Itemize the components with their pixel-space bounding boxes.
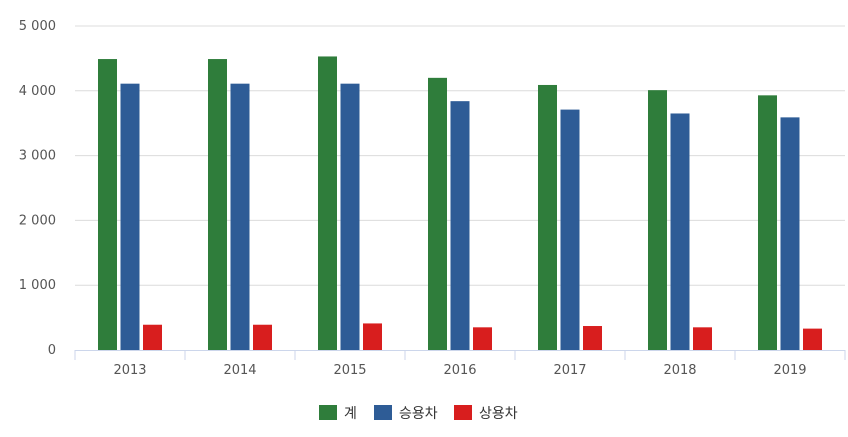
bar-1-2015[interactable] — [318, 56, 337, 351]
bar-1-2019[interactable] — [758, 95, 777, 350]
bar-2-2014[interactable] — [230, 83, 250, 350]
legend-label: 승용차 — [399, 406, 438, 422]
x-axis: 2013 2014 2015 2016 2017 2018 2019 — [74, 350, 846, 378]
y-tick-label: 2 000 — [19, 213, 56, 228]
bar-3-2019[interactable] — [803, 328, 822, 350]
bars-layer — [98, 56, 822, 351]
bar-2-2019[interactable] — [780, 117, 800, 350]
x-tick-label: 2017 — [553, 363, 586, 378]
bar-1-2016[interactable] — [428, 77, 447, 350]
legend-label: 계 — [344, 406, 357, 422]
bar-2-2016[interactable] — [450, 101, 470, 350]
y-tick-label: 0 — [48, 343, 56, 358]
x-tick-label: 2016 — [443, 363, 476, 378]
x-tick-label: 2018 — [663, 363, 696, 378]
bar-3-2017[interactable] — [583, 326, 602, 350]
legend-swatch — [454, 405, 472, 420]
bar-1-2017[interactable] — [538, 84, 557, 350]
bar-1-2013[interactable] — [98, 59, 117, 350]
y-tick-label: 3 000 — [19, 149, 56, 164]
bar-2-2018[interactable] — [670, 113, 690, 350]
y-tick-label: 5 000 — [19, 19, 56, 34]
y-axis: 0 1 000 2 000 3 000 4 000 5 000 — [19, 19, 56, 358]
y-tick-label: 1 000 — [19, 278, 56, 293]
x-tick-label: 2019 — [773, 363, 806, 378]
legend-item-1[interactable]: 계 — [319, 405, 357, 422]
legend-swatch — [374, 405, 392, 420]
bar-3-2015[interactable] — [363, 323, 382, 350]
bar-3-2013[interactable] — [143, 324, 162, 350]
bar-2-2013[interactable] — [120, 83, 140, 350]
bar-1-2014[interactable] — [208, 59, 227, 350]
legend: 계 승용차 상용차 — [319, 405, 518, 422]
bar-3-2014[interactable] — [253, 324, 272, 350]
legend-item-2[interactable]: 승용차 — [374, 405, 438, 422]
legend-item-3[interactable]: 상용차 — [454, 405, 518, 422]
x-tick-label: 2015 — [333, 363, 366, 378]
legend-label: 상용차 — [479, 406, 518, 422]
x-tick-label: 2013 — [113, 363, 146, 378]
bar-1-2018[interactable] — [648, 90, 667, 350]
bar-3-2016[interactable] — [473, 327, 492, 350]
x-tick-label: 2014 — [223, 363, 256, 378]
bar-3-2018[interactable] — [693, 327, 712, 350]
bar-2-2015[interactable] — [340, 83, 360, 350]
bar-2-2017[interactable] — [560, 109, 580, 350]
y-tick-label: 4 000 — [19, 84, 56, 99]
legend-swatch — [319, 405, 337, 420]
